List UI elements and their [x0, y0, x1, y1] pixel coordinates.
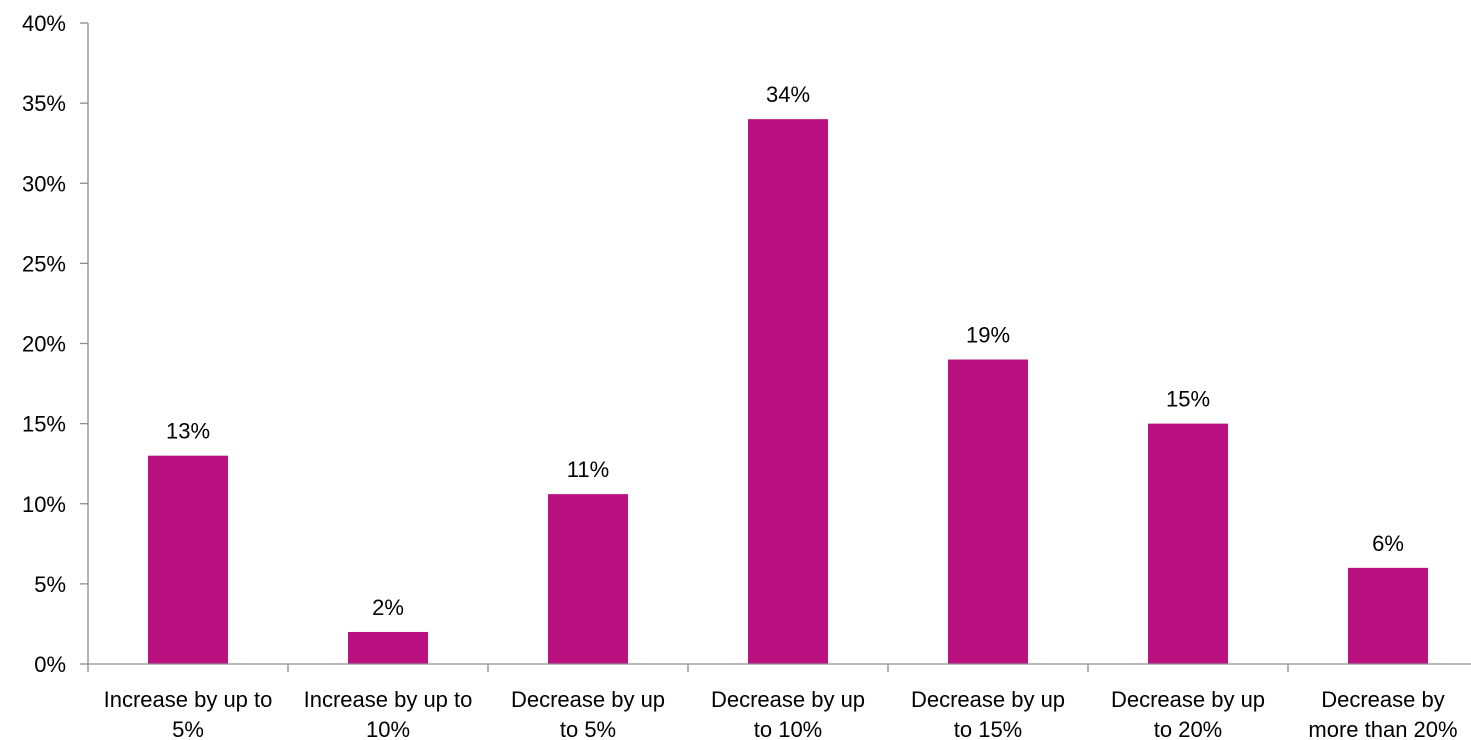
data-labels: 13% 2% 11% 34% 19% 15% 6%: [166, 82, 1404, 620]
y-tick-label: 30%: [22, 171, 66, 196]
bar: [1148, 423, 1228, 664]
data-label: 19%: [966, 323, 1010, 348]
x-axis-ticks: [87, 664, 1289, 672]
data-label: 2%: [372, 595, 404, 620]
y-tick-label: 35%: [22, 91, 66, 116]
bars: [148, 119, 1428, 664]
data-label: 11%: [567, 457, 609, 482]
category-label: Increase by up to 5%: [104, 687, 273, 740]
data-label: 34%: [766, 82, 810, 107]
bar: [948, 359, 1028, 664]
bar: [348, 631, 428, 664]
data-label: 6%: [1372, 531, 1404, 556]
data-label: 15%: [1166, 387, 1210, 412]
bar: [148, 455, 228, 664]
bar: [548, 494, 628, 664]
y-axis-ticks: 0% 5% 10% 15% 20% 25% 30% 35% 40%: [22, 11, 88, 677]
bar: [1348, 567, 1428, 664]
y-tick-label: 40%: [22, 11, 66, 36]
y-tick-label: 0%: [34, 652, 66, 677]
category-label: Decrease by up to 20%: [1111, 687, 1265, 740]
y-tick-label: 10%: [22, 492, 66, 517]
category-label: Decrease by up to 10%: [711, 687, 865, 740]
y-tick-label: 20%: [22, 332, 66, 357]
data-label: 13%: [166, 419, 210, 444]
y-tick-label: 15%: [22, 412, 66, 437]
category-label: Decrease by more than 20%: [1308, 687, 1457, 740]
category-label: Decrease by up to 5%: [511, 687, 665, 740]
category-label: Decrease by up to 15%: [911, 687, 1065, 740]
bar: [748, 119, 828, 664]
y-tick-label: 25%: [22, 251, 66, 276]
category-labels: Increase by up to 5% Increase by up to 10% D…: [104, 687, 1458, 740]
category-label: Increase by up to 10%: [304, 687, 473, 740]
y-tick-label: 5%: [34, 572, 66, 597]
